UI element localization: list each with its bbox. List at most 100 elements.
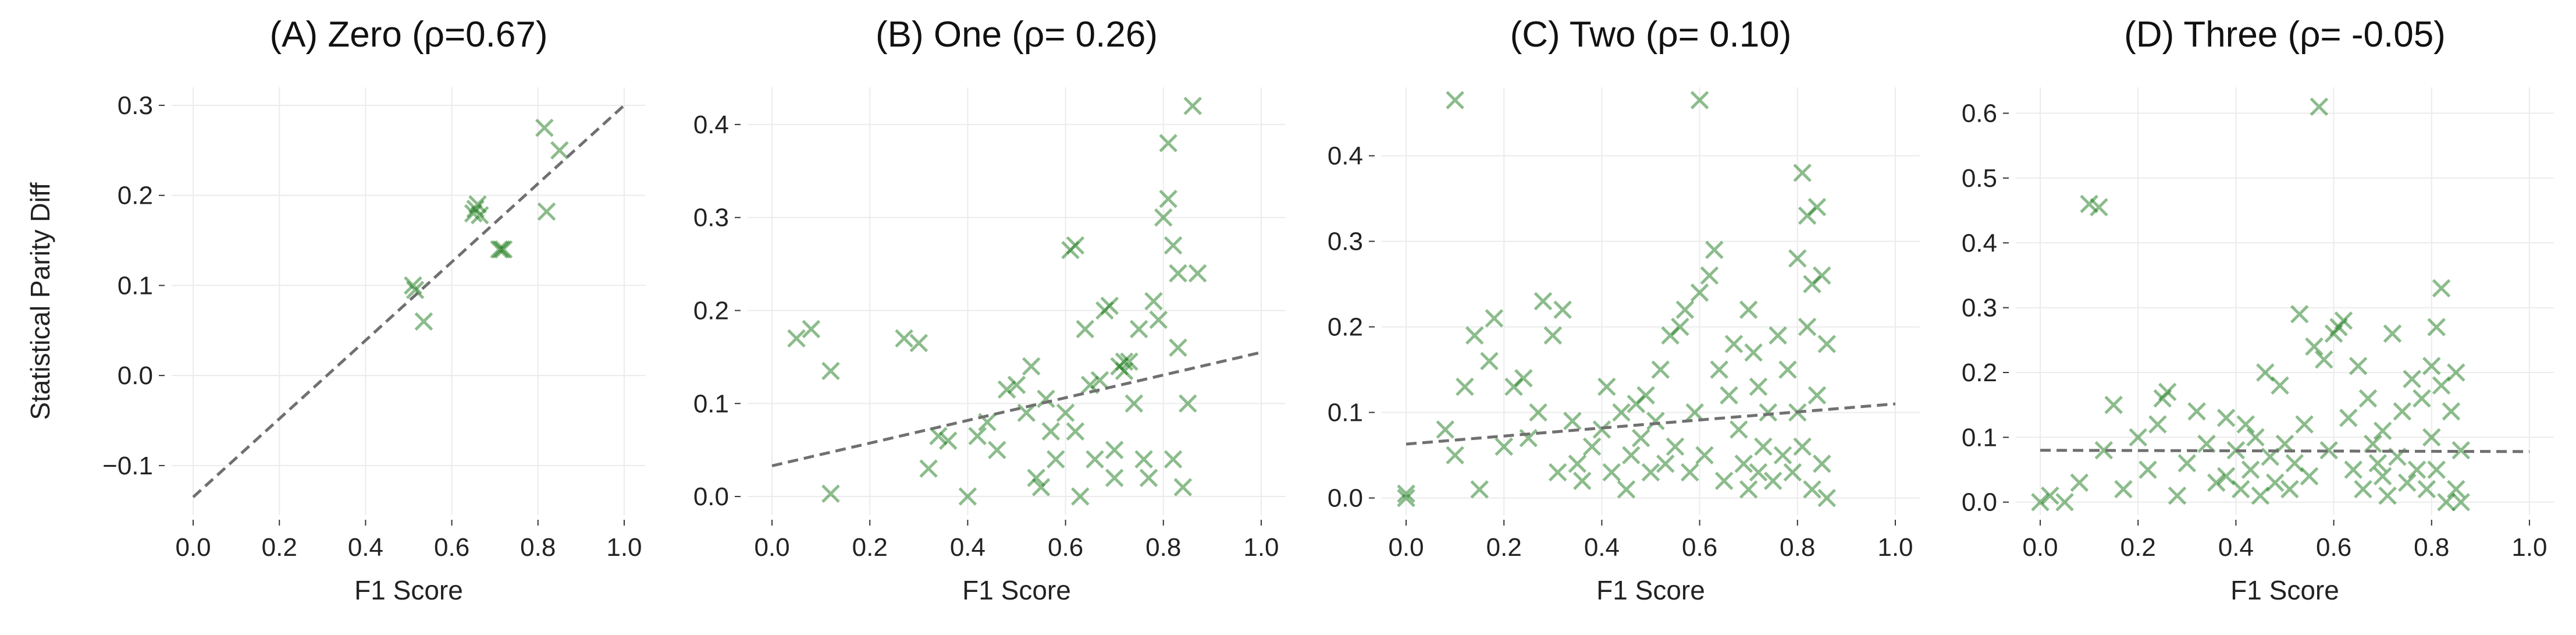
scatter-point	[468, 195, 487, 214]
x-axis-label: F1 Score	[2230, 575, 2339, 605]
y-tick-label: 0.4	[1328, 142, 1363, 171]
scatter-point	[1041, 422, 1061, 441]
scatter-point	[1485, 309, 1504, 328]
scatter-point	[2310, 97, 2329, 116]
scatter-point	[1173, 478, 1193, 496]
scatter-point	[2305, 337, 2324, 356]
scatter-point	[1685, 403, 1704, 422]
scatter-point	[1808, 198, 1827, 217]
x-tick-label: 0.6	[2316, 533, 2351, 562]
scatter-point	[1017, 403, 1036, 423]
scatter-point	[2080, 194, 2098, 214]
scatter-point	[535, 118, 554, 137]
scatter-point	[1397, 488, 1415, 508]
y-tick-label: 0.3	[1328, 228, 1363, 256]
scatter-point	[1612, 403, 1631, 422]
scatter-point	[2319, 441, 2338, 460]
scatter-point	[2256, 363, 2275, 382]
scatter-point	[2315, 350, 2333, 369]
y-tick-label: 0.3	[693, 204, 729, 232]
x-tick-label: 0.2	[262, 533, 297, 562]
scatter-point	[2148, 415, 2167, 434]
scatter-point	[1754, 437, 1773, 456]
scatter-point	[1183, 97, 1202, 115]
x-tick-label: 0.4	[950, 533, 985, 562]
scatter-point	[1139, 469, 1158, 487]
scatter-point	[2432, 279, 2451, 297]
y-tick-label: 0.6	[1962, 100, 1997, 128]
x-tick-label: 0.0	[2022, 533, 2058, 562]
scatter-point	[1533, 292, 1553, 311]
scatter-point	[1543, 326, 1563, 345]
scatter-point	[1037, 389, 1055, 409]
scatter-point	[1446, 446, 1464, 464]
scatter-point	[2246, 428, 2265, 447]
scatter-point	[1597, 377, 1616, 396]
scatter-point	[2344, 460, 2362, 479]
x-tick-label: 0.6	[1682, 533, 1717, 562]
x-tick-label: 0.2	[852, 533, 888, 562]
scatter-point	[1179, 394, 1197, 413]
scatter-point	[1724, 335, 1744, 353]
scatter-point	[1803, 480, 1821, 499]
scatter-point	[802, 320, 821, 339]
scatter-point	[2285, 454, 2304, 473]
scatter-point	[2339, 409, 2358, 427]
panel-title: (B) One (ρ= 0.26)	[876, 15, 1158, 55]
scatter-point	[895, 329, 913, 348]
scatter-point	[2104, 395, 2123, 414]
scatter-point	[909, 334, 928, 353]
scatter-point	[405, 281, 425, 299]
scatter-point	[2275, 434, 2294, 453]
scatter-point	[1813, 266, 1831, 285]
x-tick-label: 0.0	[754, 533, 789, 562]
scatter-point	[2216, 409, 2236, 427]
scatter-point	[1066, 422, 1085, 441]
scatter-point	[988, 441, 1006, 459]
scatter-point	[1105, 469, 1124, 487]
scatter-point	[821, 484, 840, 503]
panel-title: (D) Three (ρ= -0.05)	[2124, 15, 2446, 55]
scatter-point	[2403, 370, 2421, 388]
x-tick-label: 1.0	[1243, 533, 1279, 562]
scatter-point	[1749, 377, 1768, 396]
scatter-point	[2427, 460, 2446, 479]
scatter-point	[1519, 428, 1538, 448]
scatter-point	[1120, 352, 1138, 371]
scatter-point	[1631, 428, 1650, 448]
scatter-point	[1622, 446, 1641, 464]
scatter-point	[919, 459, 938, 478]
scatter-point	[1066, 236, 1085, 255]
scatter-point	[1763, 471, 1782, 490]
scatter-point	[2290, 305, 2309, 324]
scatter-point	[1690, 283, 1709, 302]
y-tick-label: 0.2	[1962, 359, 1997, 387]
scatter-point	[1813, 455, 1831, 473]
y-tick-label: 0.0	[1328, 484, 1363, 513]
scatter-point	[2397, 473, 2417, 492]
scatter-point	[2114, 480, 2133, 499]
scatter-point	[550, 141, 569, 160]
scatter-point	[1749, 463, 1768, 482]
scatter-point	[1105, 441, 1124, 459]
scatter-point	[1188, 264, 1207, 283]
scatter-point	[2407, 460, 2426, 479]
panel-title: (A) Zero (ρ=0.67)	[269, 15, 547, 55]
scatter-point	[1470, 480, 1489, 499]
scatter-point	[2354, 480, 2372, 499]
scatter-point	[2216, 467, 2236, 485]
scatter-point	[2383, 324, 2402, 343]
scatter-point	[787, 329, 806, 348]
scatter-point	[537, 202, 556, 221]
scatter-point	[939, 431, 958, 450]
scatter-point	[2232, 480, 2250, 499]
y-tick-label: 0.1	[693, 389, 729, 418]
scatter-point	[1666, 437, 1685, 456]
scatter-point	[404, 276, 422, 295]
scatter-point	[1656, 455, 1675, 473]
x-tick-label: 0.2	[1486, 533, 1522, 562]
x-tick-label: 0.6	[1048, 533, 1083, 562]
scatter-point	[1090, 371, 1109, 390]
scatter-point	[1154, 208, 1173, 227]
